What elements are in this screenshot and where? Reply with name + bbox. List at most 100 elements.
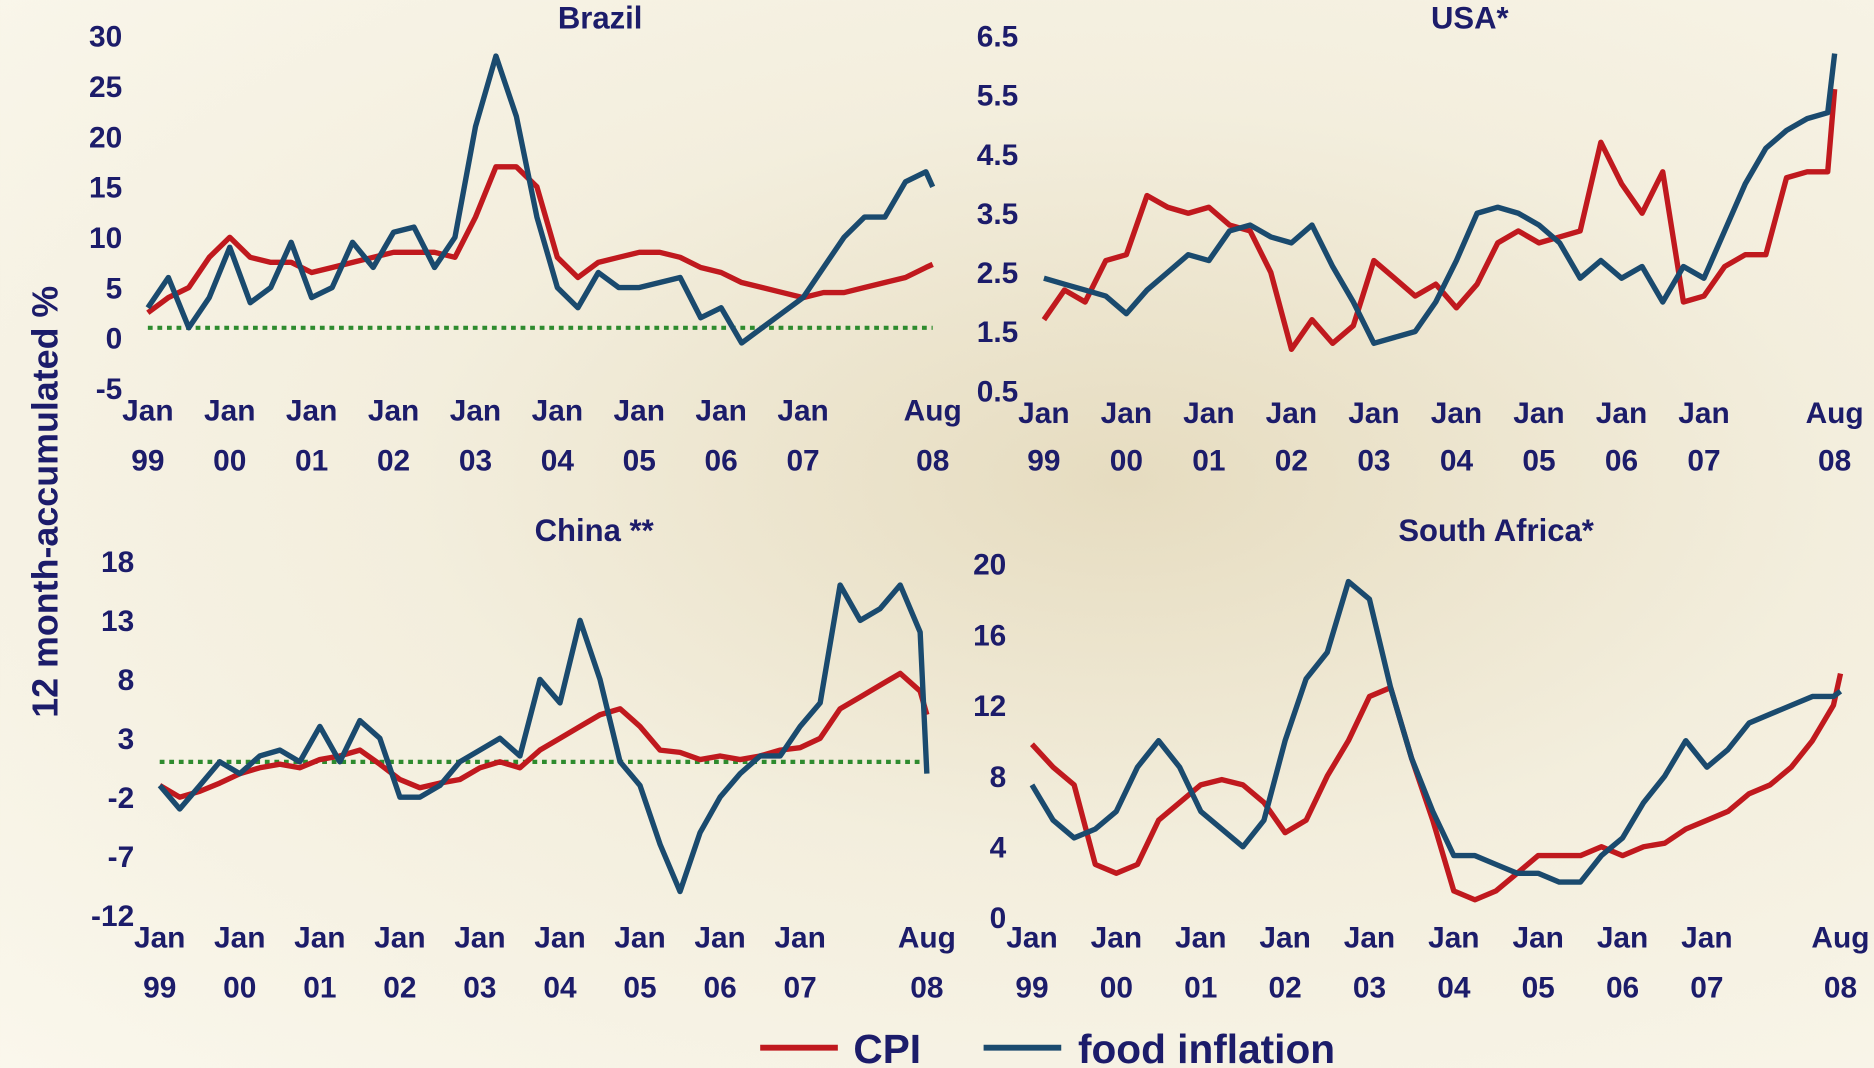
y-tick-label: 6.5 [977, 21, 1019, 54]
x-tick-label: Jan00 [1101, 397, 1152, 478]
x-tick-label-part: Jan [214, 921, 265, 954]
x-tick-label: Jan02 [1266, 397, 1317, 478]
x-tick-label-part: 05 [1522, 972, 1555, 1005]
y-tick-label: -2 [108, 782, 135, 815]
x-tick-label: Jan 01 [294, 921, 345, 1004]
y-tick-label: 18 [101, 546, 134, 579]
x-tick-label-part: Jan [614, 921, 665, 954]
x-tick-label-part: Jan [294, 921, 345, 954]
x-tick-label-part: Jan [774, 921, 825, 954]
chart: 12 month-accumulated % Brazil30252015105… [0, 0, 1874, 1068]
x-tick-label-part: 07 [786, 445, 819, 478]
y-tick-label: 8 [990, 761, 1007, 794]
x-tick-label: Jan 02 [374, 921, 425, 1004]
x-tick-label-part: 08 [1818, 445, 1851, 478]
x-tick-label-part: 08 [910, 972, 943, 1005]
y-tick-label: 25 [89, 71, 122, 104]
x-tick-label-part: Jan [1512, 921, 1563, 954]
x-tick-label-part: Aug [904, 395, 962, 428]
x-tick-label: Jan 06 [1597, 921, 1648, 1004]
x-tick-label: Aug08 [1811, 921, 1869, 1004]
x-tick-label-part: Jan [1018, 397, 1069, 430]
x-tick-label-part: 05 [623, 972, 656, 1005]
x-tick-label-part: Jan [368, 395, 419, 428]
x-tick-label: Jan04 [534, 921, 585, 1004]
chart-title: South Africa* [1398, 513, 1594, 548]
x-tick-label-part: Jan [122, 395, 173, 428]
x-tick-label-part: 03 [1353, 972, 1386, 1005]
y-tick-label: 16 [973, 619, 1006, 652]
x-tick-label-part: 00 [223, 972, 256, 1005]
chart-title: Brazil [558, 1, 643, 36]
y-tick-label: 20 [973, 549, 1006, 582]
data-line [1032, 674, 1841, 900]
x-tick-label-part: 03 [463, 972, 496, 1005]
y-tick-label: 0 [990, 902, 1007, 935]
x-tick-label-part: 02 [1275, 445, 1308, 478]
data-line [160, 585, 927, 892]
x-tick-label-part: 04 [1437, 972, 1471, 1005]
y-tick-label: -5 [96, 373, 123, 406]
x-tick-label-part: 99 [1027, 445, 1060, 478]
x-tick-label: Jan 07 [777, 395, 828, 478]
data-line [1044, 89, 1835, 349]
x-tick-label-part: 99 [143, 972, 176, 1005]
x-tick-label-part: Jan [204, 395, 255, 428]
x-tick-label: Jan 02 [368, 395, 419, 478]
x-tick-label-part: 01 [295, 445, 328, 478]
x-tick-label: Jan 07 [1681, 921, 1732, 1004]
x-tick-label-part: Jan [1681, 921, 1732, 954]
x-tick-label-part: 01 [1184, 972, 1217, 1005]
x-tick-label: Jan00 [1091, 921, 1142, 1004]
y-tick-label: 5.5 [977, 80, 1019, 113]
x-tick-label-part: 04 [541, 445, 575, 478]
y-tick-label: 13 [101, 605, 134, 638]
x-tick-label: Jan01 [1183, 397, 1234, 478]
x-tick-label: Aug 08 [898, 921, 956, 1004]
x-tick-label-part: Jan [286, 395, 337, 428]
x-tick-label: Jan 01 [286, 395, 337, 478]
x-tick-label-part: Aug [898, 921, 956, 954]
x-tick-label: Jan06 [694, 921, 745, 1004]
y-tick-label: 0 [106, 323, 123, 356]
x-tick-label-part: 06 [705, 445, 738, 478]
x-tick-label-part: 02 [377, 445, 410, 478]
x-tick-label-part: Jan [1348, 397, 1399, 430]
x-tick-label: Jan99 [1006, 921, 1057, 1004]
x-tick-label-part: Jan [374, 921, 425, 954]
x-tick-label-part: 07 [1690, 972, 1723, 1005]
x-tick-label-part: 06 [1606, 972, 1639, 1005]
x-tick-label: Jan 05 [1512, 921, 1563, 1004]
y-axis-label: 12 month-accumulated % [26, 286, 66, 718]
x-tick-label: Jan05 [1513, 397, 1564, 478]
x-tick-label-part: Jan [1596, 397, 1647, 430]
x-tick-label: Jan 00 [204, 395, 255, 478]
x-tick-label-part: 00 [213, 445, 246, 478]
x-tick-label-part: 02 [383, 972, 416, 1005]
x-tick-label: Jan 99 [122, 395, 173, 478]
x-tick-label-part: Jan [1597, 921, 1648, 954]
x-tick-label-part: 08 [916, 445, 949, 478]
x-tick-label: Jan 05 [614, 921, 665, 1004]
x-tick-label-part: Jan [1175, 921, 1226, 954]
x-tick-label-part: 02 [1268, 972, 1301, 1005]
y-tick-label: 5 [106, 272, 123, 305]
x-tick-label-part: 01 [303, 972, 336, 1005]
x-tick-label-part: Jan [1678, 397, 1729, 430]
y-tick-label: 30 [89, 21, 122, 54]
x-tick-label-part: 04 [1440, 445, 1474, 478]
data-line [160, 673, 927, 797]
x-tick-label-part: 99 [131, 445, 164, 478]
x-tick-label-part: Jan [454, 921, 505, 954]
x-tick-label-part: 08 [1824, 972, 1857, 1005]
data-line [1044, 54, 1835, 344]
y-tick-label: 1.5 [977, 316, 1019, 349]
x-tick-label: Aug08 [1806, 397, 1864, 478]
x-tick-label-part: Jan [777, 395, 828, 428]
